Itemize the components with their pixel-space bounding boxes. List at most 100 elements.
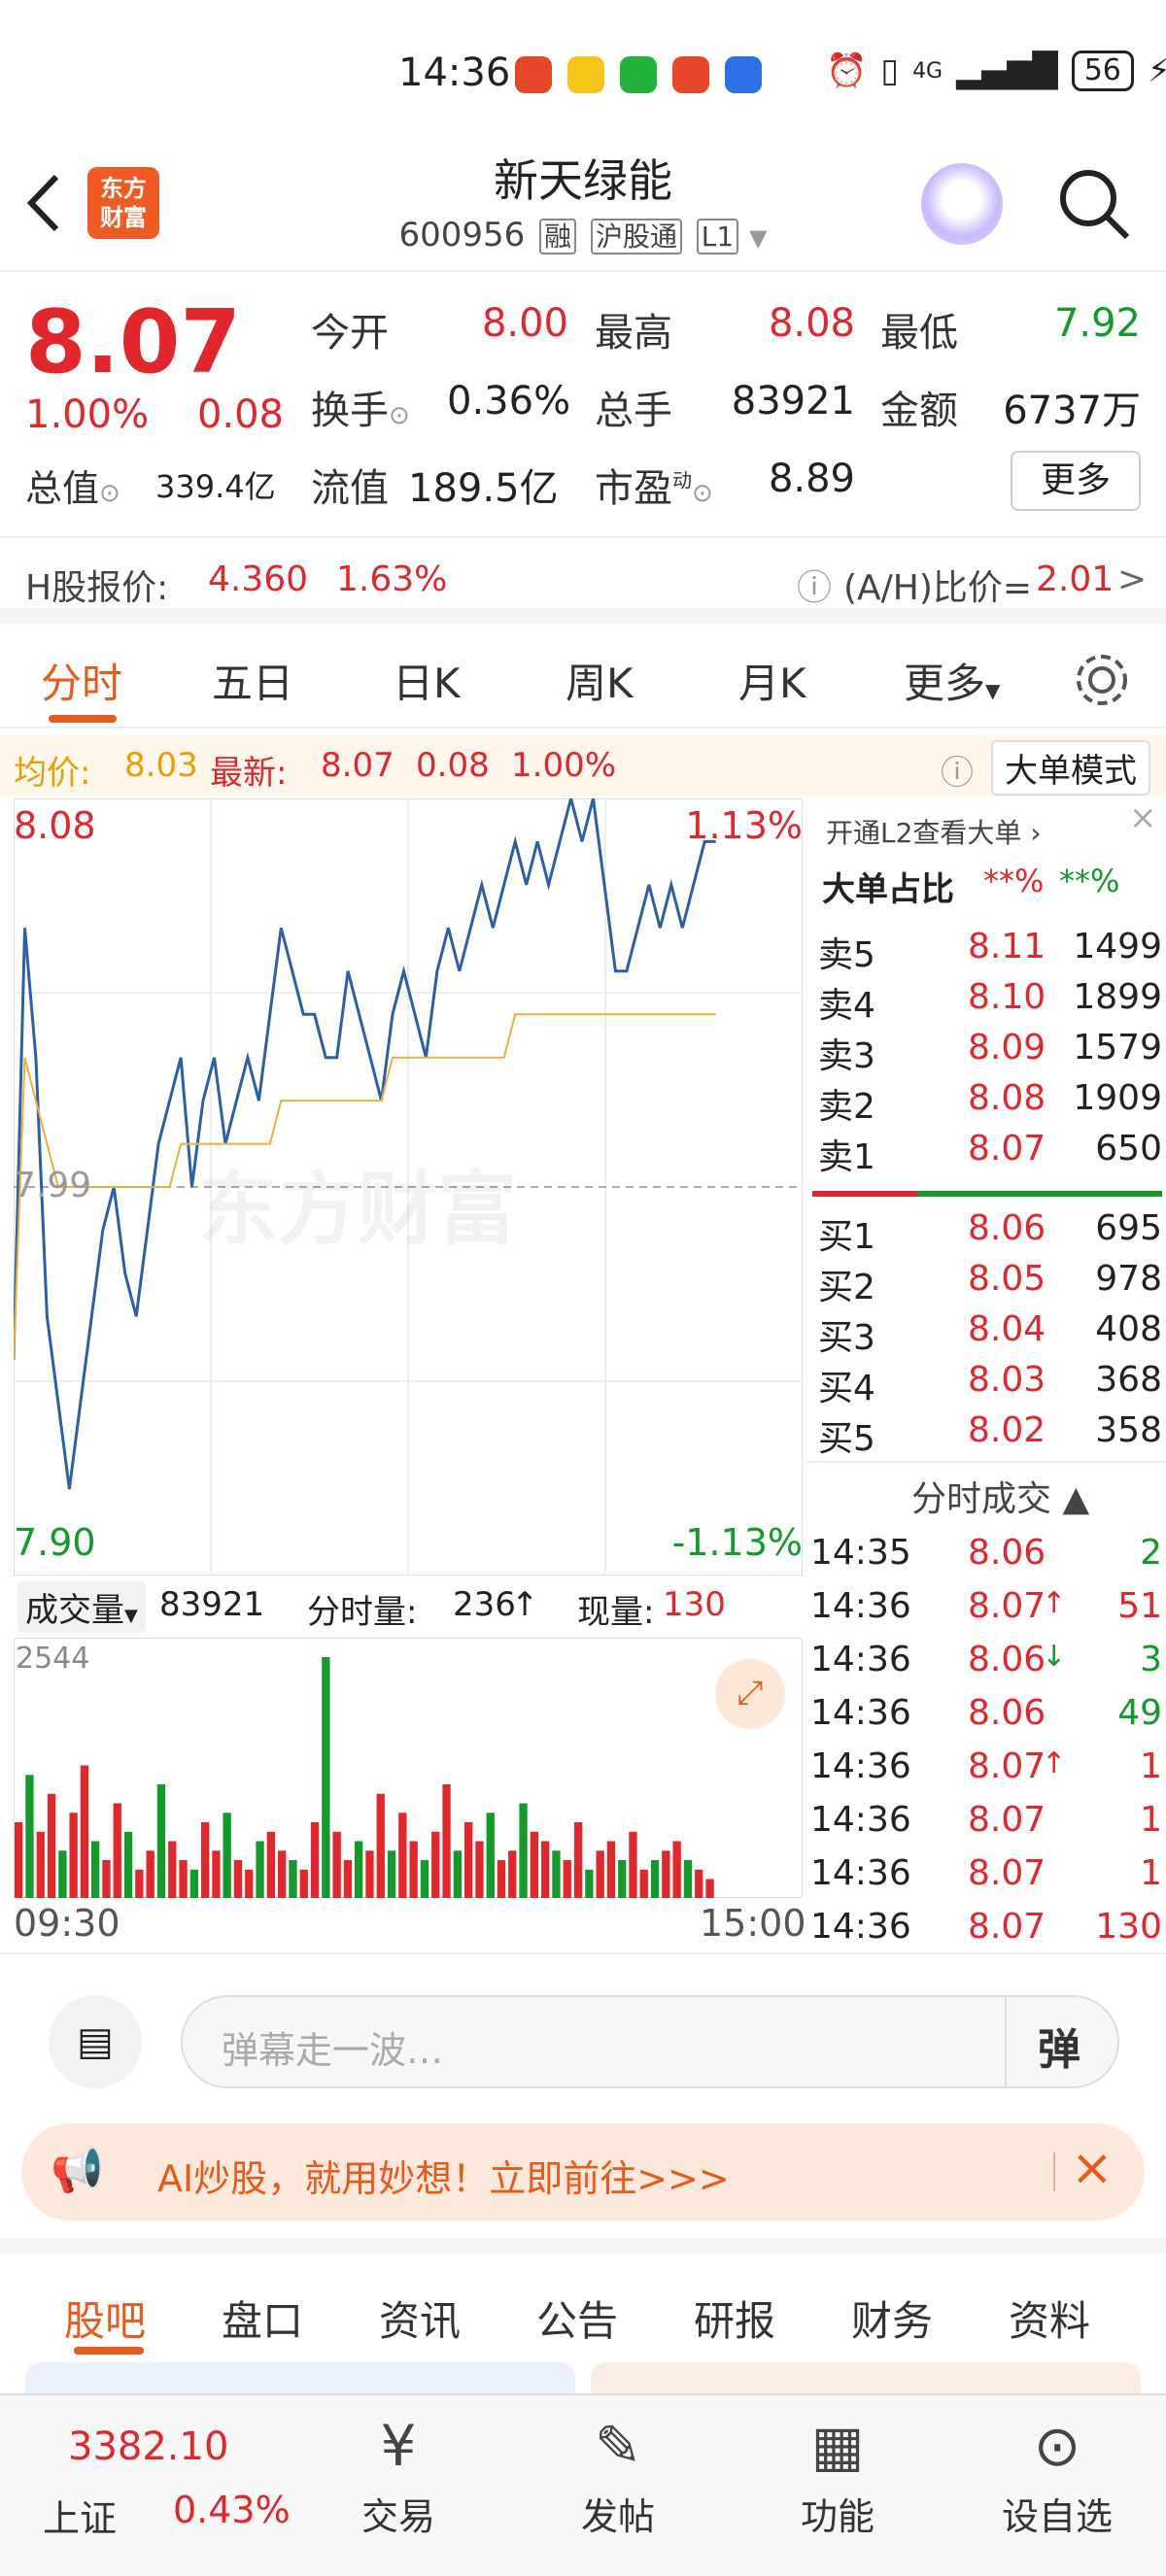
back-icon[interactable] <box>23 171 62 235</box>
volume-chart[interactable]: 2544 ⤢ <box>13 1637 804 1899</box>
volume-bar <box>618 1860 627 1898</box>
signal-icon: ▂▄▆█ <box>956 51 1058 90</box>
ah-ratio-label: (A/H)比价= <box>843 568 1033 608</box>
tab-pankou[interactable]: 盘口 <box>222 2297 304 2345</box>
trade-time: 14:36 <box>810 1800 911 1840</box>
tab-more[interactable]: 更多▼ <box>904 660 1001 707</box>
nav-functions[interactable]: ▦ 功能 <box>760 2405 915 2540</box>
volume-indicator-select[interactable]: 成交量▼ <box>17 1581 146 1633</box>
battery-level: 56 <box>1071 51 1134 91</box>
trade-price: 8.07 <box>968 1800 1046 1840</box>
tab-finance[interactable]: 财务 <box>851 2297 934 2345</box>
trade-volume: 1 <box>1140 1746 1162 1786</box>
volume-bar <box>398 1813 407 1898</box>
volume-bar <box>123 1831 133 1898</box>
bid-row: 买1 8.06 695 <box>810 1204 1166 1257</box>
trade-time: 14:36 <box>810 1640 911 1679</box>
volume-bar <box>179 1860 188 1898</box>
tab-research[interactable]: 研报 <box>694 2297 776 2345</box>
tab-monthly[interactable]: 月K <box>738 660 806 707</box>
low-label: 最低 <box>880 311 958 356</box>
danmu-toggle-button[interactable]: 弹 <box>1038 2025 1080 2075</box>
watermark: 东方财富 <box>198 1164 518 1256</box>
danmu-settings-icon[interactable]: ▤ <box>49 1995 142 2088</box>
close-icon[interactable]: × <box>1071 2139 1114 2197</box>
nav-trade[interactable]: ¥ 交易 <box>321 2405 476 2540</box>
big-order-mode-button[interactable]: 大单模式 <box>991 740 1150 796</box>
mcap-label[interactable]: 总值⊙ <box>25 467 120 510</box>
ask-label: 卖5 <box>818 935 875 975</box>
search-icon[interactable] <box>1055 165 1133 243</box>
index-pct: 0.43% <box>173 2489 291 2531</box>
dropdown-icon[interactable]: ▼ <box>749 224 768 252</box>
chart-period-tabs: 分时 五日 日K 周K 月K 更多▼ <box>0 631 1166 729</box>
trade-row: 14:36 8.07 130 <box>810 1903 1166 1953</box>
expand-icon[interactable]: ⤢ <box>715 1659 785 1729</box>
volume-bar <box>387 1850 396 1898</box>
index-value: 3382.10 <box>68 2424 229 2469</box>
big-order-ratio-label: 大单占比 <box>822 870 954 909</box>
volume-bar <box>365 1850 374 1898</box>
pe-value: 8.89 <box>768 457 855 501</box>
index-ticker[interactable]: 3382.10 上证 0.43% <box>35 2395 307 2576</box>
avg-price-line <box>13 1013 716 1360</box>
danmu-input[interactable]: 弹幕走一波… 弹 <box>181 1995 1119 2088</box>
ask-volume: 1499 <box>1073 927 1162 966</box>
promo-banner[interactable]: 📢 AI炒股，就用妙想！立即前往>>> × <box>21 2123 1145 2220</box>
volume-bar <box>464 1822 473 1898</box>
bid-row: 买2 8.05 978 <box>810 1255 1166 1307</box>
tab-profile[interactable]: 资料 <box>1009 2297 1091 2345</box>
volume-bar <box>245 1869 254 1898</box>
tab-news[interactable]: 资讯 <box>379 2297 462 2345</box>
stock-code-line[interactable]: 600956 融 沪股通 L1 ▼ <box>0 216 1166 254</box>
volume-bar <box>650 1860 660 1898</box>
divider <box>1053 2152 1055 2191</box>
help-icon[interactable]: ⓘ <box>941 754 974 793</box>
promo-text: AI炒股，就用妙想！立即前往>>> <box>157 2157 730 2200</box>
ask-volume: 1899 <box>1073 977 1162 1017</box>
settings-gear-icon[interactable] <box>1073 651 1131 709</box>
volume-bar <box>475 1841 484 1898</box>
close-icon[interactable]: × <box>1129 798 1157 837</box>
volume-bar <box>585 1869 594 1898</box>
eastmoney-logo[interactable]: 东方 财富 <box>87 167 159 239</box>
volume-bar <box>135 1869 144 1898</box>
big-order-ratio-green: **% <box>1059 863 1120 899</box>
volume-bar <box>420 1860 429 1898</box>
bid-label: 买4 <box>818 1369 875 1408</box>
tab-5day[interactable]: 五日 <box>212 660 294 707</box>
volume-bar <box>573 1822 583 1898</box>
mcap-value: 339.4亿 <box>155 468 276 505</box>
tab-weekly[interactable]: 周K <box>566 660 634 707</box>
trade-time: 14:35 <box>810 1533 911 1573</box>
trades-header[interactable]: 分时成交 ▲ <box>911 1479 1090 1519</box>
volume-bar <box>639 1869 648 1898</box>
ask-row: 卖1 8.07 650 <box>810 1125 1166 1177</box>
volume-header: 成交量▼ 83921 分时量: 236 ↑ 现量: 130 <box>14 1577 803 1636</box>
nav-post[interactable]: ✎ 发帖 <box>540 2405 696 2540</box>
intraday-chart[interactable]: 8.08 1.13% 7.99 7.90 -1.13% 东方财富 <box>12 797 804 1576</box>
tab-guba[interactable]: 股吧 <box>64 2297 147 2345</box>
ask-label: 卖1 <box>818 1137 875 1177</box>
turnover-label[interactable]: 换手⊙ <box>311 389 410 433</box>
tab-intraday[interactable]: 分时 <box>41 660 123 707</box>
last-price: 8.07 <box>25 291 242 393</box>
volume-bar <box>289 1860 297 1898</box>
nav-add-watchlist[interactable]: ⊙ 设自选 <box>979 2405 1135 2540</box>
hshare-row[interactable]: H股报价: 4.360 1.63% ⓘ (A/H)比价= 2.01 > <box>0 536 1166 624</box>
help-icon[interactable]: ⓘ <box>797 568 833 608</box>
trade-volume: 3 <box>1140 1640 1162 1679</box>
l2-upsell-link[interactable]: 开通L2查看大单 › <box>826 817 1042 849</box>
robot-assistant-icon[interactable] <box>921 163 1003 245</box>
tab-daily[interactable]: 日K <box>393 660 461 707</box>
tab-announcements[interactable]: 公告 <box>536 2297 619 2345</box>
signal-type: 4G <box>912 58 943 84</box>
last-pct: 1.00% <box>511 746 617 785</box>
trade-volume: 2 <box>1140 1533 1162 1573</box>
pe-label[interactable]: 市盈动⊙ <box>595 466 713 511</box>
ask-label: 卖3 <box>818 1036 875 1076</box>
hshare-price: 4.360 <box>208 559 309 599</box>
more-quote-button[interactable]: 更多 <box>1011 451 1141 511</box>
volume-bar <box>552 1850 561 1898</box>
trade-volume: 49 <box>1117 1693 1162 1733</box>
